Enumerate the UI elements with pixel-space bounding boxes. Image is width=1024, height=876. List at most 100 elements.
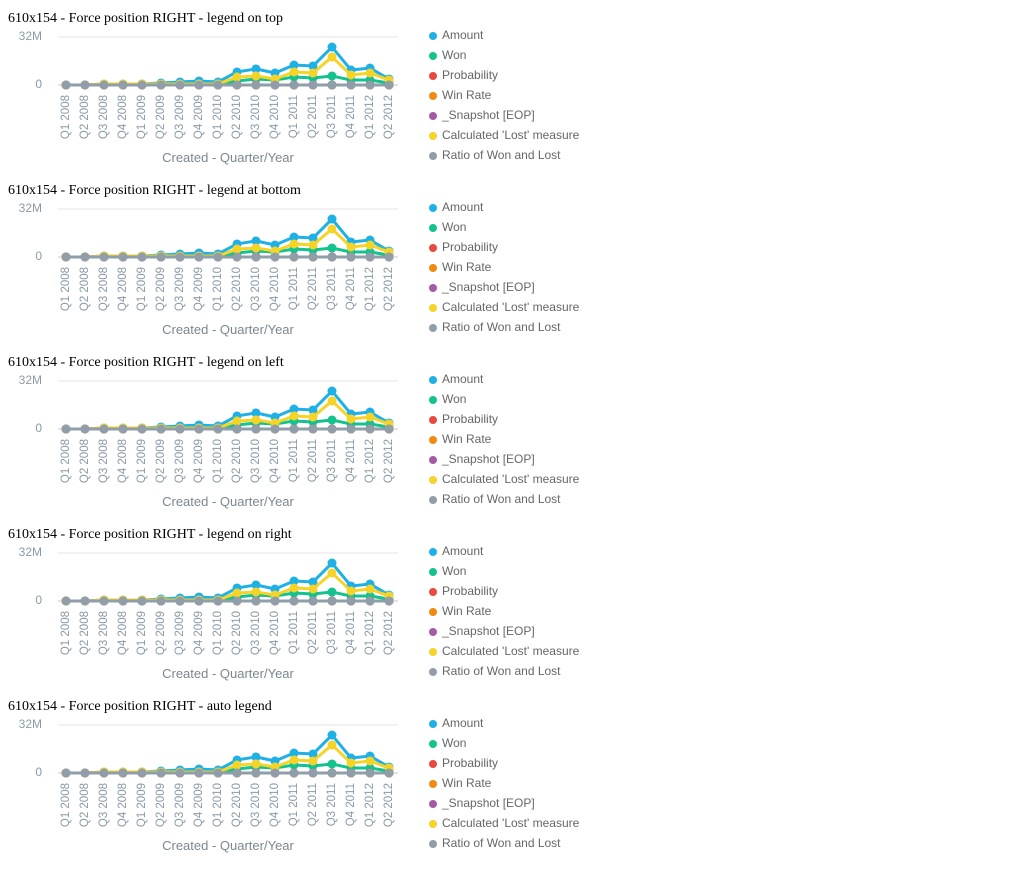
x-axis-title: Created - Quarter/Year [162,838,294,853]
data-point [289,239,299,249]
x-tick-label: Q4 2009 [193,439,205,483]
data-point [137,596,147,606]
legend-label: Calculated 'Lost' measure [442,300,580,314]
x-tick-label: Q3 2011 [326,439,338,482]
data-point [327,224,337,234]
x-tick-label: Q2 2010 [231,439,243,483]
legend-marker [429,284,437,292]
x-tick-label: Q2 2008 [79,95,91,139]
legend-marker [429,224,437,232]
data-point [270,80,280,90]
data-point [137,424,147,434]
x-tick-label: Q3 2010 [250,439,262,483]
data-point [308,412,318,422]
legend-marker [429,244,437,252]
x-tick-label: Q3 2010 [250,95,262,139]
x-tick-label: Q2 2009 [155,267,167,311]
data-point [308,240,318,250]
data-point [384,596,394,606]
x-tick-label: Q2 2008 [79,267,91,311]
legend-marker [429,204,437,212]
x-tick-label: Q2 2011 [307,95,319,138]
data-point [80,424,90,434]
data-point [194,424,204,434]
legend-label: Ratio of Won and Lost [442,320,561,334]
x-tick-label: Q1 2009 [136,439,148,483]
data-point [232,72,242,82]
x-tick-label: Q3 2008 [98,267,110,311]
legend-label: Amount [442,544,484,558]
x-tick-label: Q1 2012 [364,267,376,311]
data-point [251,768,261,778]
data-point [308,596,318,606]
data-point [346,242,356,252]
x-tick-label: Q1 2008 [60,611,72,655]
legend-label: Won [442,220,466,234]
data-point [156,768,166,778]
legend-label: _Snapshot [EOP] [441,280,535,294]
legend-marker [429,720,437,728]
legend-label: Ratio of Won and Lost [442,492,561,506]
data-point [327,568,337,578]
data-point [270,596,280,606]
data-point [251,64,261,74]
chart: 610x154 - Force position RIGHT - legend … [8,355,580,509]
data-point [175,424,185,434]
x-tick-label: Q3 2011 [326,611,338,654]
data-point [365,584,375,594]
legend-label: _Snapshot [EOP] [441,452,535,466]
legend-label: Calculated 'Lost' measure [442,644,580,658]
legend-marker [429,588,437,596]
data-point [346,80,356,90]
series-line [66,742,390,775]
legend-label: Amount [442,372,484,386]
x-tick-label: Q4 2011 [345,783,357,826]
data-point [80,768,90,778]
x-tick-label: Q1 2010 [212,439,224,483]
x-tick-label: Q3 2008 [98,783,110,827]
legend-label: Amount [442,28,484,42]
y-tick-label: 0 [35,765,42,779]
legend-marker [429,436,437,444]
x-tick-label: Q2 2011 [307,267,319,310]
legend-label: _Snapshot [EOP] [441,624,535,638]
legend-marker [429,548,437,556]
legend-marker [429,760,437,768]
legend-label: _Snapshot [EOP] [441,796,535,810]
legend-marker [429,52,437,60]
data-point [232,80,242,90]
legend-marker [429,416,437,424]
legend-marker [429,496,437,504]
data-point [213,424,223,434]
x-tick-label: Q4 2008 [117,267,129,311]
x-tick-label: Q2 2010 [231,611,243,655]
legend-label: Win Rate [442,88,492,102]
x-tick-label: Q2 2011 [307,611,319,654]
x-tick-label: Q3 2010 [250,783,262,827]
data-point [289,424,299,434]
data-point [232,424,242,434]
data-point [327,214,337,224]
data-point [61,768,71,778]
x-tick-label: Q1 2009 [136,95,148,139]
data-point [346,70,356,80]
data-point [289,755,299,765]
data-point [194,596,204,606]
data-point [251,424,261,434]
data-point [327,42,337,52]
data-point [175,252,185,262]
x-tick-label: Q3 2011 [326,267,338,310]
x-tick-label: Q3 2009 [174,783,186,827]
chart: 610x154 - Force position RIGHT - legend … [8,527,580,681]
data-point [194,768,204,778]
data-point [251,252,261,262]
x-tick-label: Q1 2012 [364,611,376,655]
chart-title: 610x154 - Force position RIGHT - legend … [8,527,292,542]
data-point [384,768,394,778]
data-point [289,60,299,70]
legend-marker [429,628,437,636]
legend-label: Win Rate [442,260,492,274]
data-point [270,768,280,778]
series-line [66,226,390,259]
data-point [270,252,280,262]
